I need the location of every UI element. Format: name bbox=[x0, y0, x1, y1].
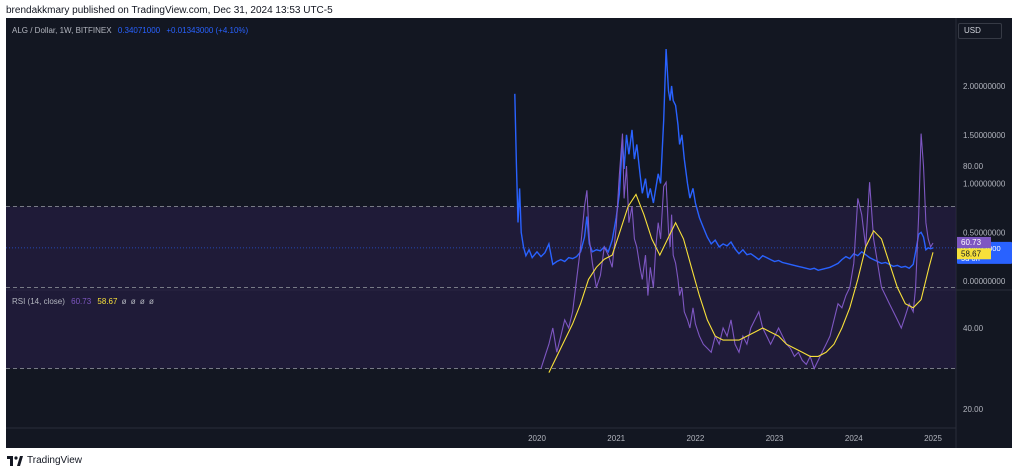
footer: TradingView bbox=[7, 455, 82, 466]
price-series-line bbox=[514, 48, 934, 272]
rsi-tick-label: 80.00 bbox=[963, 162, 984, 171]
currency-button[interactable]: USD bbox=[958, 23, 1002, 39]
rsi-ma-value: 58.67 bbox=[97, 297, 118, 306]
last-price: 0.34071000 bbox=[117, 26, 161, 35]
rsi-tick-label: 40.00 bbox=[963, 324, 984, 333]
price-tick-label: 0.00000000 bbox=[963, 277, 1006, 286]
na-value: ø bbox=[149, 297, 154, 306]
na-value: ø bbox=[121, 297, 127, 306]
rsi-legend: RSI (14, close) 60.73 58.67 ø ø ø ø bbox=[12, 297, 154, 306]
rsi-badge bbox=[957, 236, 991, 248]
chart-canvas[interactable]: 0.00000000 0.50000000 1.00000000 1.50000000… bbox=[6, 18, 1012, 448]
time-tick-label: 2021 bbox=[607, 434, 625, 443]
symbol-label: ALG / Dollar, 1W, BITFINEX bbox=[12, 26, 112, 35]
rsi-badge-value: 60.73 bbox=[961, 238, 982, 247]
time-tick-label: 2020 bbox=[528, 434, 546, 443]
time-tick-label: 2025 bbox=[924, 434, 942, 443]
price-tick-label: 1.00000000 bbox=[963, 180, 1006, 189]
rsi-ma-badge bbox=[957, 248, 991, 260]
chart-panel[interactable]: 0.00000000 0.50000000 1.00000000 1.50000000… bbox=[6, 18, 1012, 448]
rsi-title: RSI (14, close) bbox=[12, 297, 65, 306]
price-change: +0.01343000 (+4.10%) bbox=[166, 26, 249, 35]
rsi-tick-label: 20.00 bbox=[963, 405, 984, 414]
time-tick-label: 2024 bbox=[845, 434, 863, 443]
price-legend: ALG / Dollar, 1W, BITFINEX 0.34071000 +0… bbox=[12, 26, 248, 35]
time-tick-label: 2023 bbox=[766, 434, 784, 443]
price-tick-label: 0.50000000 bbox=[963, 228, 1006, 237]
rsi-series-line bbox=[540, 133, 934, 370]
na-value: ø bbox=[130, 297, 136, 306]
rsi-ma-badge-value: 58.67 bbox=[961, 249, 982, 258]
na-value: ø bbox=[139, 297, 145, 306]
rsi-ma-line bbox=[548, 193, 934, 373]
footer-brand[interactable]: TradingView bbox=[27, 455, 83, 466]
time-tick-label: 2022 bbox=[687, 434, 705, 443]
tradingview-logo-icon bbox=[7, 455, 23, 466]
price-tick-label: 1.50000000 bbox=[963, 131, 1006, 140]
price-tick-label: 2.00000000 bbox=[963, 82, 1006, 91]
publisher-line: brendakkmary published on TradingView.co… bbox=[6, 5, 333, 16]
rsi-value: 60.73 bbox=[71, 297, 92, 306]
